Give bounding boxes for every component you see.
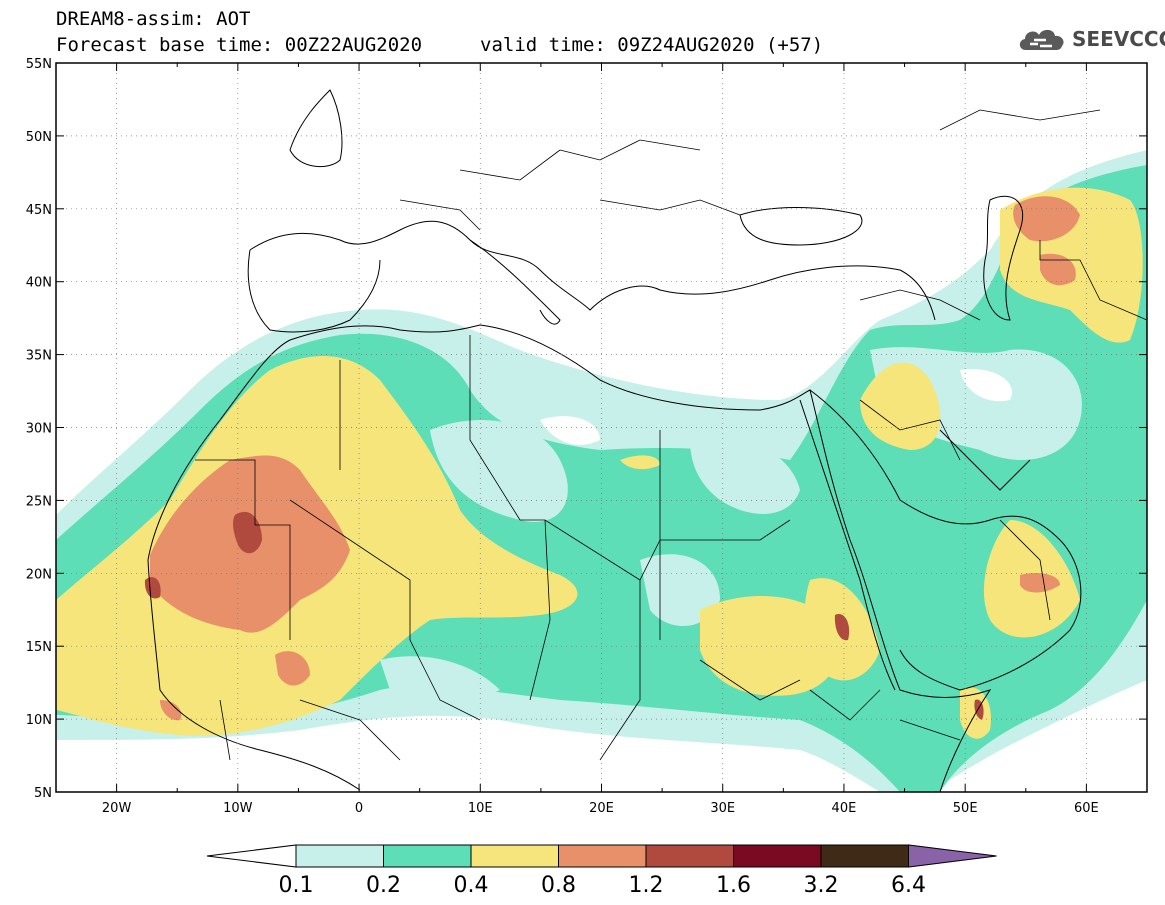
colorbar-swatch	[383, 844, 472, 868]
colorbar-swatch	[470, 844, 559, 868]
colorbar-label: 6.4	[891, 873, 926, 898]
aot-contour-1.2	[144, 577, 161, 599]
coastline-africa	[147, 324, 992, 792]
logo-text: SEEVCCC	[1072, 27, 1165, 51]
aot-contour-0.8	[1040, 253, 1076, 286]
axis-labels: 20W 10W 0 10E 20E 30E 40E 50E 60E 55N 50N 45N 40N 35N…	[26, 57, 1099, 816]
aot-contour-0.4	[860, 362, 941, 450]
colorbar-label: 1.2	[629, 873, 664, 898]
colorbar-label: 0.4	[454, 873, 489, 898]
colorbar-swatch	[733, 844, 822, 868]
colorbar-label: 0.8	[541, 873, 576, 898]
graticule	[56, 63, 1147, 792]
lon-label: 60E	[1074, 801, 1099, 816]
coastline-persian-gulf	[939, 429, 1031, 491]
lat-label: 10N	[26, 713, 52, 728]
seevccc-logo: SEEVCCC	[1016, 22, 1165, 56]
aot-clear-zone	[960, 369, 1012, 402]
lon-label: 10E	[468, 801, 493, 816]
forecast-base-time: Forecast base time: 00Z22AUG2020	[56, 34, 423, 56]
map-title: DREAM8-assim: AOT	[56, 8, 251, 30]
lat-label: 55N	[26, 57, 52, 72]
aot-clear-zone	[540, 416, 600, 445]
lat-label: 35N	[26, 349, 52, 364]
lon-label: 40E	[832, 801, 857, 816]
aot-contour-1.2	[834, 614, 850, 641]
aot-contour-0.4	[700, 596, 838, 696]
colorbar-swatch	[295, 844, 384, 868]
aot-contour-0.8	[275, 651, 310, 686]
lat-label: 15N	[26, 640, 52, 655]
lon-label: 0	[355, 801, 363, 816]
lon-label: 20E	[589, 801, 614, 816]
aot-contour-0.1-inner	[690, 437, 800, 514]
lat-label: 5N	[34, 786, 52, 801]
colorbar-min-arrow	[206, 844, 297, 868]
colorbar: 0.1 0.2 0.4 0.8 1.2 1.6 3.2 6.4	[206, 844, 997, 898]
aot-contour-0.8	[160, 700, 182, 721]
lat-label: 20N	[26, 567, 52, 582]
colorbar-swatch	[645, 844, 734, 868]
colorbar-swatch	[558, 844, 647, 868]
coastline-arabia	[809, 389, 1082, 691]
lat-label: 25N	[26, 494, 52, 509]
colorbar-label: 0.1	[279, 873, 314, 898]
coastline-europe	[249, 220, 936, 321]
colorbar-label: 0.2	[366, 873, 401, 898]
aot-contour-0.1-inner	[430, 420, 568, 522]
coastline-italy	[469, 239, 561, 325]
aot-contour-0.8	[1020, 573, 1060, 593]
colorbar-swatch	[820, 844, 909, 868]
aot-contour-0.4	[620, 455, 660, 470]
lat-label: 30N	[26, 422, 52, 437]
lon-label: 20W	[102, 801, 132, 816]
valid-time: valid time: 09Z24AUG2020 (+57)	[480, 34, 824, 56]
colorbar-label: 3.2	[804, 873, 839, 898]
coastline-iberia	[247, 249, 381, 333]
coastline-caspian	[983, 195, 1024, 321]
lat-label: 45N	[26, 203, 52, 218]
lon-label: 50E	[953, 801, 978, 816]
colorbar-label: 1.6	[716, 873, 751, 898]
coastline-africa-west	[147, 559, 361, 791]
colorbar-max-arrow	[908, 844, 997, 868]
lon-label: 30E	[710, 801, 735, 816]
coastline-black-sea	[739, 207, 863, 246]
coastline-red-sea	[799, 399, 896, 691]
lat-label: 40N	[26, 276, 52, 291]
lat-label: 50N	[26, 130, 52, 145]
coastlines	[147, 89, 1082, 792]
aot-contour-1.2	[974, 699, 984, 720]
coastline-britain	[289, 89, 343, 168]
lon-label: 10W	[223, 801, 253, 816]
aot-contour-0.8	[1013, 196, 1080, 242]
axis-ticks	[55, 62, 1148, 793]
aot-contour-0.1-inner	[380, 656, 500, 698]
cloud-icon	[1019, 29, 1064, 50]
